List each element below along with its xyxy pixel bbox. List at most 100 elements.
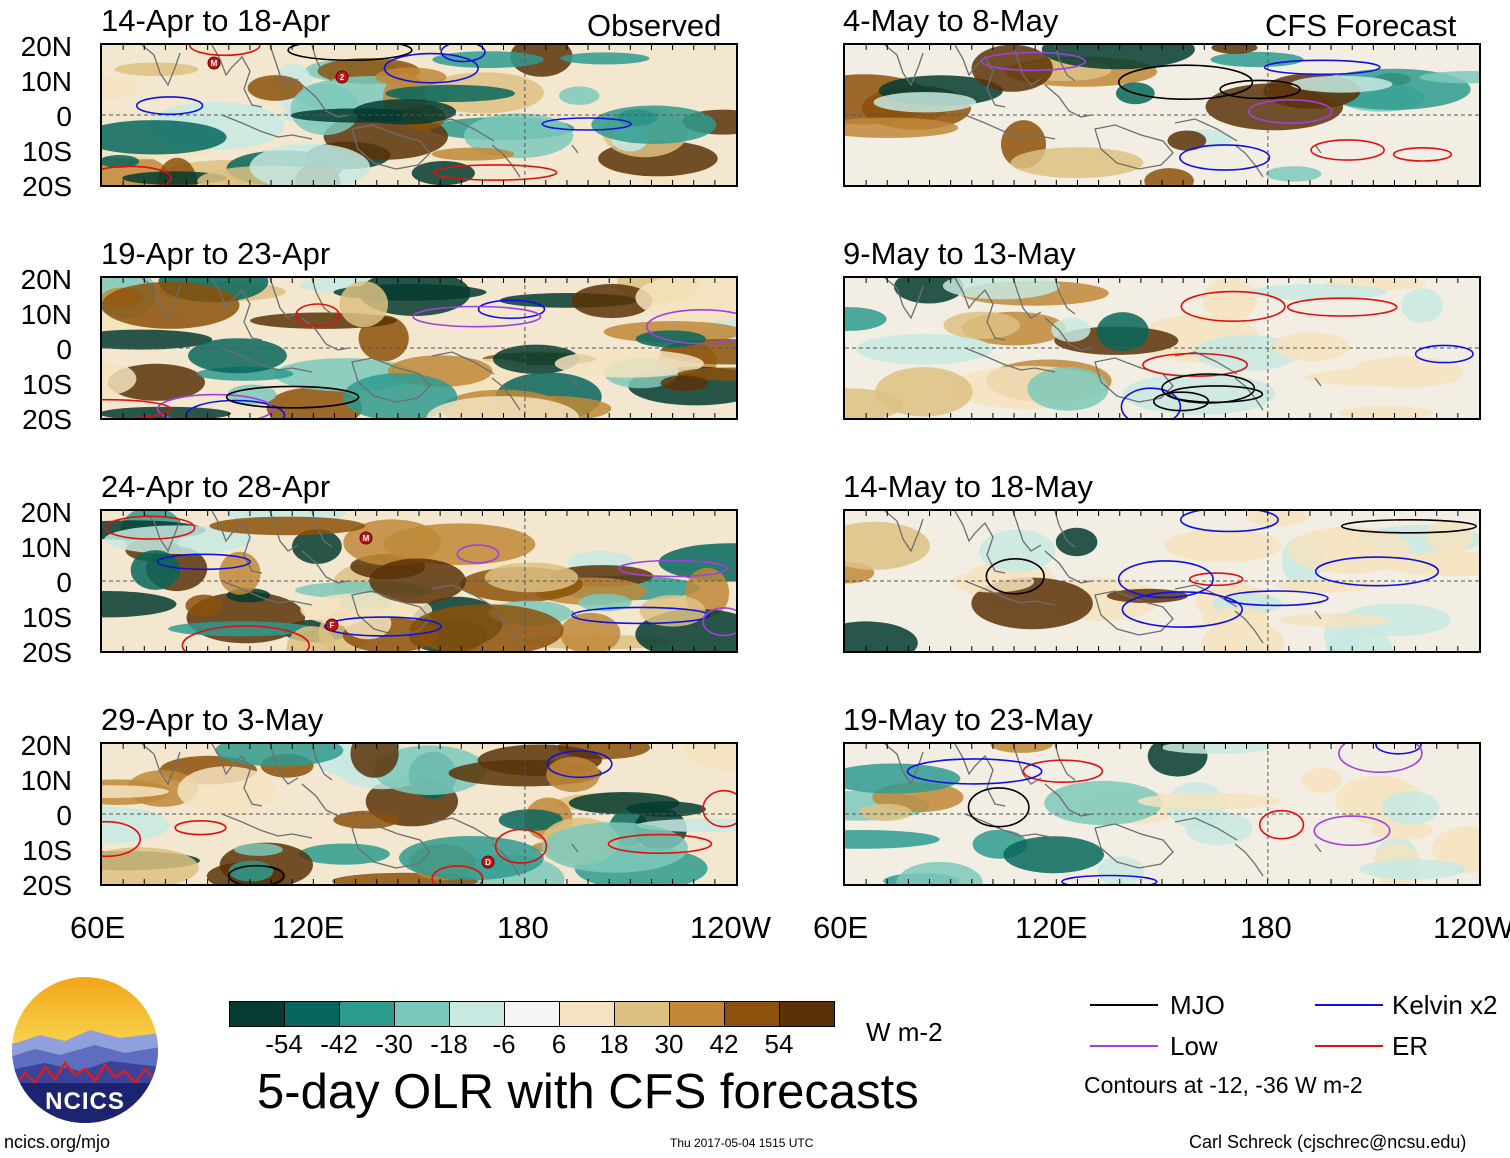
storm-marker-letter: M xyxy=(363,534,370,543)
colorbar-swatch xyxy=(724,1001,780,1027)
colorbar-swatch xyxy=(449,1001,505,1027)
colorbar-swatch xyxy=(284,1001,340,1027)
olr-anomaly xyxy=(845,307,887,331)
storm-marker-letter: D xyxy=(485,858,491,867)
wave-contour xyxy=(440,45,486,63)
olr-anomaly xyxy=(1425,520,1474,554)
wave-contour xyxy=(102,165,172,185)
lon-label-120w: 120W xyxy=(690,910,771,945)
olr-anomaly xyxy=(1003,836,1104,874)
coastline xyxy=(431,584,495,608)
olr-anomaly xyxy=(102,591,177,618)
olr-anomaly xyxy=(1164,528,1282,563)
olr-anomaly xyxy=(333,810,400,829)
coastline xyxy=(1174,118,1238,142)
map-panel-fcst-3 xyxy=(843,509,1481,653)
coastline xyxy=(1094,124,1174,170)
olr-anomaly xyxy=(1401,288,1444,323)
olr-anomaly xyxy=(411,161,475,185)
coastline xyxy=(884,278,924,320)
coastline xyxy=(431,817,495,841)
olr-anomaly xyxy=(298,843,390,865)
coastline xyxy=(1234,377,1264,411)
olr-anomaly xyxy=(102,361,137,396)
olr-anomaly xyxy=(845,763,961,794)
olr-anomaly xyxy=(1301,767,1343,793)
olr-anomaly xyxy=(1278,613,1391,627)
colorbar-swatch xyxy=(559,1001,615,1027)
wave-contour xyxy=(1375,744,1422,755)
olr-anomaly xyxy=(554,349,704,378)
footer-credit: Carl Schreck (cjschrec@ncsu.edu) xyxy=(1189,1132,1467,1152)
coastline xyxy=(964,347,1056,373)
wave-contour xyxy=(906,758,1043,785)
wave-contour xyxy=(1224,590,1329,607)
storm-marker-letter: M xyxy=(211,59,218,68)
olr-anomaly xyxy=(845,117,959,138)
wave-contour xyxy=(156,393,274,418)
coastline xyxy=(351,357,431,403)
lat-label-20n: 20N xyxy=(20,730,72,761)
wave-contour xyxy=(1258,809,1305,840)
wave-contour xyxy=(1180,290,1286,322)
olr-anomaly xyxy=(943,311,1020,339)
coastline xyxy=(141,45,181,87)
coastline xyxy=(884,511,924,553)
lat-label-10s: 10S xyxy=(22,602,72,633)
wave-contour xyxy=(1161,373,1256,404)
olr-anomaly xyxy=(1351,356,1464,388)
panel-title: 9-May to 13-May xyxy=(843,236,1076,271)
olr-anomaly xyxy=(266,387,363,418)
olr-anomaly xyxy=(1382,790,1440,825)
lon-label-120w: 120W xyxy=(1433,910,1510,945)
coastline xyxy=(491,610,521,644)
wave-contour xyxy=(617,559,728,578)
wave-contour xyxy=(383,52,479,84)
lon-label-60e: 60E xyxy=(70,910,126,945)
wave-contour xyxy=(571,606,711,625)
olr-anomaly xyxy=(541,822,689,873)
olr-anomaly xyxy=(498,809,563,831)
lat-label-10n: 10N xyxy=(20,532,72,563)
lat-label-eq: 0 xyxy=(56,334,72,365)
coastline xyxy=(1012,278,1042,319)
olr-anomaly xyxy=(373,745,487,795)
olr-anomaly xyxy=(249,143,370,185)
lat-label-10s: 10S xyxy=(22,369,72,400)
colorbar-swatch xyxy=(229,1001,285,1027)
olr-anomaly xyxy=(1055,527,1098,557)
olr-anomaly xyxy=(1419,71,1479,84)
cfs-forecast-label: CFS Forecast xyxy=(1265,8,1457,43)
panel-title: 14-Apr to 18-Apr xyxy=(101,3,331,38)
coastline xyxy=(211,511,263,574)
olr-anomaly xyxy=(1202,278,1258,322)
coastline xyxy=(571,377,579,387)
olr-anomaly xyxy=(1265,166,1322,182)
footer-url[interactable]: ncics.org/mjo xyxy=(4,1132,111,1152)
olr-anomaly xyxy=(102,155,140,168)
coastline xyxy=(1012,744,1042,785)
coastline xyxy=(221,347,313,373)
lat-label-20n: 20N xyxy=(20,264,72,295)
coastline xyxy=(571,144,579,154)
coastline xyxy=(1054,511,1076,548)
wave-contour xyxy=(1022,759,1104,784)
legend-label-kelvin: Kelvin x2 xyxy=(1392,990,1498,1020)
lon-label-60e: 60E xyxy=(813,910,869,945)
olr-anomaly xyxy=(168,621,314,637)
lat-label-10s: 10S xyxy=(22,136,72,167)
legend-line-mjo xyxy=(1090,1004,1158,1006)
coastline xyxy=(1054,744,1076,781)
colorbar-label: -18 xyxy=(430,1029,468,1059)
olr-anomaly xyxy=(375,67,447,87)
colorbar-label: 18 xyxy=(599,1029,629,1059)
olr-anomaly xyxy=(546,756,600,793)
wave-contour xyxy=(104,515,196,540)
olr-anomaly xyxy=(102,120,227,155)
wave-contour xyxy=(1061,874,1158,884)
wave-contour xyxy=(702,789,736,828)
wave-contour xyxy=(1120,387,1182,418)
wave-contour xyxy=(477,299,546,320)
coastline xyxy=(221,580,313,606)
wave-contour xyxy=(431,865,484,884)
